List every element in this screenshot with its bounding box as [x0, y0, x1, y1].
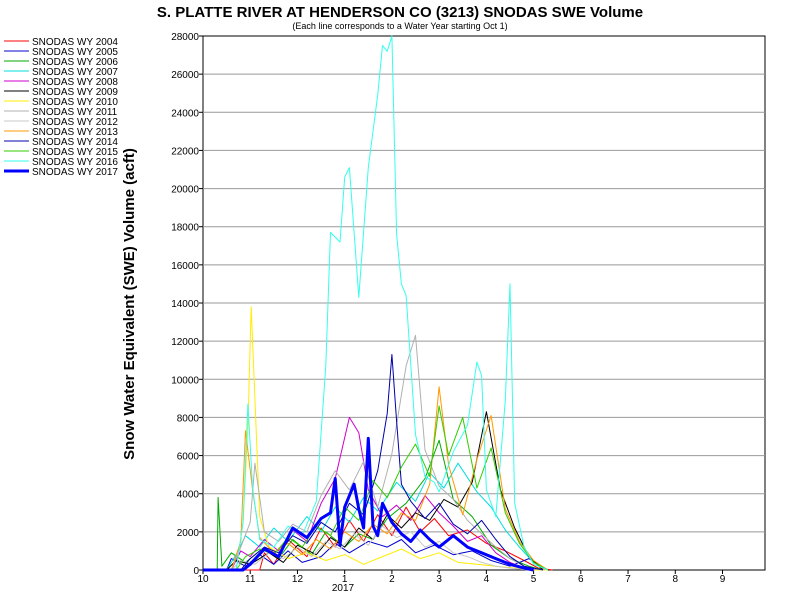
y-tick-label: 4000: [177, 490, 200, 501]
y-tick-label: 6000: [177, 452, 200, 463]
y-tick-label: 16000: [171, 261, 199, 272]
x-axis-ticks: 10 11 12 1 2 3 4 5 6 7 8 9: [197, 570, 726, 585]
legend-entry: SNODAS WY 2016: [32, 157, 118, 168]
x-tick-label: 2: [389, 574, 395, 585]
x-tick-label: 11: [245, 574, 256, 585]
y-axis-ticks: 0 2000 4000 6000 8000 10000 12000 14000 16000 180…: [171, 32, 203, 577]
x-tick-label: 3: [436, 574, 442, 585]
legend-entry: SNODAS WY 2014: [32, 137, 118, 148]
series-line-12: [203, 35, 548, 571]
y-tick-label: 24000: [171, 108, 199, 119]
chart-subtitle: (Each line corresponds to a Water Year s…: [292, 21, 507, 31]
x-tick-label: 9: [720, 574, 726, 585]
legend-entry: SNODAS WY 2008: [32, 77, 118, 88]
y-axis-label: Snow Water Equivalent (SWE) Volume (acft…: [121, 148, 138, 460]
legend-entry: SNODAS WY 2015: [32, 147, 118, 158]
x-tick-label: 7: [625, 574, 631, 585]
y-tick-label: 18000: [171, 223, 199, 234]
x-tick-label: 5: [531, 574, 537, 585]
legend-entry: SNODAS WY 2012: [32, 117, 118, 128]
grid-lines: [203, 73, 765, 533]
x-tick-label: 1: [342, 574, 348, 585]
y-tick-label: 0: [193, 566, 199, 577]
x-tick-label: 12: [292, 574, 304, 585]
y-tick-label: 28000: [171, 32, 199, 43]
x-tick-label: 4: [484, 574, 490, 585]
y-tick-label: 12000: [171, 337, 199, 348]
series-lines: [203, 35, 553, 572]
y-tick-label: 22000: [171, 146, 199, 157]
legend-entry: SNODAS WY 2013: [32, 127, 118, 138]
x-tick-label: 8: [672, 574, 678, 585]
legend-entry: SNODAS WY 2004: [32, 37, 118, 48]
legend-entry: SNODAS WY 2007: [32, 67, 118, 78]
legend-entry: SNODAS WY 2017: [32, 167, 118, 178]
legend-entry: SNODAS WY 2009: [32, 87, 118, 98]
y-tick-label: 2000: [177, 528, 200, 539]
y-tick-label: 8000: [177, 413, 200, 424]
series-line-2: [203, 439, 544, 571]
legend-entry: SNODAS WY 2011: [32, 107, 118, 118]
x-axis-year-label: 2017: [332, 583, 355, 594]
x-tick-label: 10: [197, 574, 209, 585]
series-line-13: [203, 436, 534, 572]
series-line-8: [203, 525, 529, 571]
x-tick-label: 6: [578, 574, 584, 585]
legend-entry: SNODAS WY 2006: [32, 57, 118, 68]
series-line-6: [203, 306, 548, 571]
y-tick-label: 10000: [171, 375, 199, 386]
legend-entry: SNODAS WY 2005: [32, 47, 118, 58]
legend-entry: SNODAS WY 2010: [32, 97, 118, 108]
chart-title: S. PLATTE RIVER AT HENDERSON CO (3213) S…: [157, 4, 643, 21]
y-tick-label: 14000: [171, 299, 199, 310]
y-tick-label: 26000: [171, 70, 199, 81]
y-tick-label: 20000: [171, 185, 199, 196]
series-line-4: [203, 416, 539, 571]
